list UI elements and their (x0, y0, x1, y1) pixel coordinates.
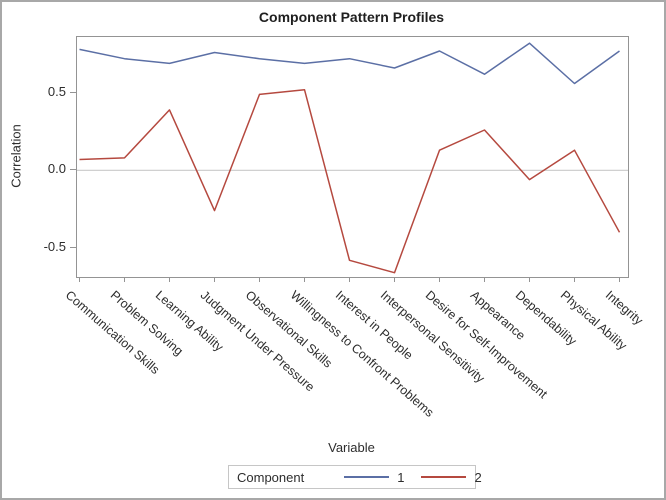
x-tick (483, 277, 485, 282)
x-tick (168, 277, 170, 282)
y-tick-label: -0.5 (43, 238, 66, 254)
legend-line-sample-2 (421, 476, 467, 478)
y-tick (70, 169, 76, 171)
x-tick (303, 277, 305, 282)
x-tick (78, 277, 80, 282)
y-tick-label: 0.5 (47, 83, 66, 99)
chart-title: Component Pattern Profiles (258, 9, 445, 25)
y-tick-label: 0.0 (47, 161, 66, 177)
x-tick-label: Interest in People (332, 288, 415, 363)
x-tick (258, 277, 260, 282)
y-tick (70, 91, 76, 93)
legend-entry-label: 1 (397, 469, 405, 485)
x-tick (438, 277, 440, 282)
x-tick (393, 277, 395, 282)
x-tick (528, 277, 530, 282)
legend-title: Component (237, 469, 305, 485)
x-tick (213, 277, 215, 282)
series-line-2 (79, 88, 621, 274)
series-line-1 (79, 42, 620, 85)
x-tick (348, 277, 350, 282)
legend-line-sample-1 (344, 476, 390, 478)
y-tick (70, 246, 76, 248)
x-tick (618, 277, 620, 282)
x-tick (573, 277, 575, 282)
plot-area (76, 36, 629, 278)
x-tick (123, 277, 125, 282)
x-axis-title: Variable (328, 440, 375, 455)
y-axis-title: Correlation (8, 124, 24, 188)
legend-entry-label: 2 (474, 469, 482, 485)
x-tick-label: Integrity (602, 288, 646, 328)
series-lines-canvas (77, 42, 628, 274)
